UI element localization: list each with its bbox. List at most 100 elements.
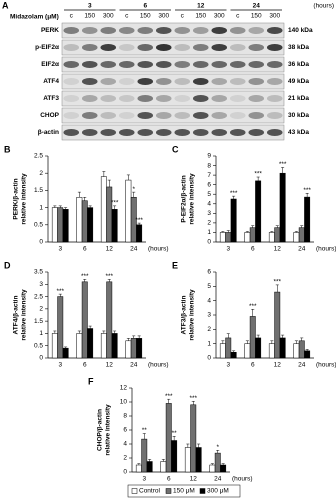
bar bbox=[209, 464, 216, 473]
blot-band bbox=[118, 44, 135, 51]
y-axis-label: P-EIF2α/β-actin bbox=[181, 175, 188, 222]
blot-band bbox=[137, 27, 154, 34]
x-tick-label: 3 bbox=[58, 362, 62, 369]
blot-band bbox=[118, 95, 135, 102]
time-unit: (hours) bbox=[313, 3, 334, 10]
y-tick-label: 2 bbox=[39, 170, 43, 177]
row-label: PERK bbox=[41, 27, 59, 34]
dose-label: 300 bbox=[269, 13, 280, 20]
bar bbox=[57, 296, 64, 359]
blot-band bbox=[211, 44, 228, 51]
bar bbox=[111, 209, 118, 243]
blot-band bbox=[63, 129, 80, 136]
x-axis-label: (hours) bbox=[148, 246, 169, 253]
bar bbox=[219, 232, 226, 243]
blot-band bbox=[155, 95, 172, 102]
blot-band bbox=[248, 95, 265, 102]
bar bbox=[125, 340, 132, 359]
blot-band bbox=[174, 27, 191, 34]
significance: *** bbox=[230, 190, 238, 197]
y-axis-label: relative intensity bbox=[21, 289, 28, 341]
y-tick-label: 5 bbox=[207, 283, 211, 290]
x-tick-label: 3 bbox=[226, 246, 230, 253]
x-tick-label: 12 bbox=[274, 362, 282, 369]
significance: *** bbox=[249, 303, 257, 310]
blot-band bbox=[192, 61, 209, 68]
x-axis-label: (hours) bbox=[316, 246, 336, 253]
blot-band bbox=[63, 44, 80, 51]
bar bbox=[195, 447, 202, 473]
blot-strip bbox=[61, 90, 285, 107]
bar bbox=[62, 209, 69, 243]
x-tick-label: 6 bbox=[167, 476, 171, 483]
blot-band bbox=[248, 78, 265, 85]
bar bbox=[62, 347, 69, 359]
bar bbox=[255, 180, 262, 243]
y-tick-label: 0 bbox=[207, 355, 211, 362]
blot-band bbox=[137, 112, 154, 119]
x-tick-label: 12 bbox=[106, 246, 114, 253]
legend-label: 300 μM bbox=[207, 488, 229, 495]
y-tick-label: 0.5 bbox=[34, 342, 43, 349]
bar bbox=[165, 403, 172, 473]
blot-band bbox=[174, 95, 191, 102]
significance: ** bbox=[172, 430, 178, 437]
blot-band bbox=[81, 44, 98, 51]
significance: *** bbox=[303, 187, 311, 194]
row-size: 21 kDa bbox=[288, 95, 309, 102]
row-label: CHOP bbox=[40, 112, 59, 119]
bar bbox=[293, 232, 300, 243]
significance: *** bbox=[189, 395, 197, 402]
bar bbox=[268, 343, 275, 359]
bar bbox=[106, 281, 113, 359]
x-tick-label: 24 bbox=[130, 362, 138, 369]
x-tick-label: 6 bbox=[83, 362, 87, 369]
blot-band bbox=[118, 61, 135, 68]
bar bbox=[81, 200, 88, 243]
blot-band bbox=[100, 27, 117, 34]
blot-header: Midazolam (μM) bbox=[10, 14, 59, 21]
blot-band bbox=[155, 44, 172, 51]
dose-label: 300 bbox=[103, 13, 114, 20]
bar bbox=[298, 340, 305, 359]
y-tick-label: 2.5 bbox=[34, 293, 43, 300]
y-tick-label: 2 bbox=[123, 455, 127, 462]
blot-band bbox=[266, 95, 283, 102]
dose-label: 150 bbox=[140, 13, 151, 20]
blot-band bbox=[229, 129, 246, 136]
y-tick-label: 1.5 bbox=[34, 187, 43, 194]
blot-band bbox=[211, 95, 228, 102]
significance: *** bbox=[56, 288, 64, 295]
bar bbox=[57, 207, 64, 243]
significance: ** bbox=[142, 427, 148, 434]
significance: *** bbox=[105, 273, 113, 280]
y-tick-label: 3.5 bbox=[34, 269, 43, 276]
bar bbox=[249, 316, 256, 359]
bar bbox=[244, 232, 251, 243]
bar bbox=[100, 176, 107, 243]
bar bbox=[225, 337, 232, 359]
panel-label: C bbox=[172, 144, 179, 154]
bar bbox=[220, 464, 227, 473]
blot-band bbox=[63, 61, 80, 68]
blot-band bbox=[248, 44, 265, 51]
blot-band bbox=[137, 44, 154, 51]
bar bbox=[293, 343, 300, 359]
blot-band bbox=[266, 112, 283, 119]
bar bbox=[111, 333, 118, 359]
significance: *** bbox=[111, 200, 119, 207]
y-tick-label: 8 bbox=[207, 162, 211, 169]
significance: *** bbox=[81, 273, 89, 280]
blot-band bbox=[174, 112, 191, 119]
row-size: 49 kDa bbox=[288, 78, 309, 85]
blot-band bbox=[266, 129, 283, 136]
bar bbox=[255, 337, 262, 359]
blot-band bbox=[192, 78, 209, 85]
blot-band bbox=[155, 78, 172, 85]
blot-band bbox=[192, 129, 209, 136]
bar bbox=[130, 338, 137, 359]
bar bbox=[214, 452, 221, 473]
y-tick-label: 7 bbox=[207, 172, 211, 179]
blot-band bbox=[118, 78, 135, 85]
